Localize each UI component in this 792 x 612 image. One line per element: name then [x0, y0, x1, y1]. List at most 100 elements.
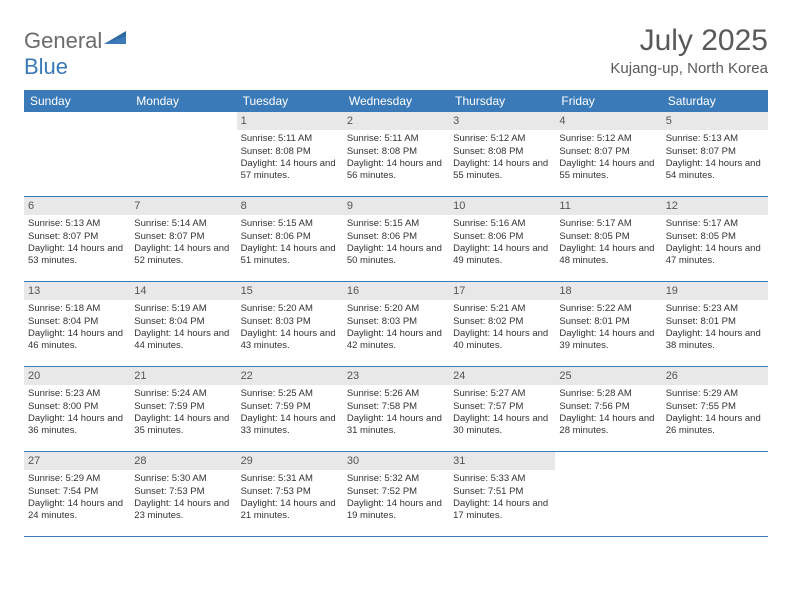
day-number: 10: [449, 197, 555, 215]
sunset-line: Sunset: 8:08 PM: [347, 146, 445, 158]
day-body: Sunrise: 5:21 AMSunset: 8:02 PMDaylight:…: [449, 300, 555, 356]
day-number: 1: [237, 112, 343, 130]
daylight-line: Daylight: 14 hours and 17 minutes.: [453, 498, 551, 523]
sunset-line: Sunset: 7:53 PM: [241, 486, 339, 498]
day-body: Sunrise: 5:11 AMSunset: 8:08 PMDaylight:…: [237, 130, 343, 186]
sunrise-line: Sunrise: 5:17 AM: [559, 218, 657, 230]
sunrise-line: Sunrise: 5:22 AM: [559, 303, 657, 315]
sunset-line: Sunset: 7:51 PM: [453, 486, 551, 498]
day-cell: 8Sunrise: 5:15 AMSunset: 8:06 PMDaylight…: [237, 197, 343, 281]
sunset-line: Sunset: 8:00 PM: [28, 401, 126, 413]
sunrise-line: Sunrise: 5:15 AM: [347, 218, 445, 230]
week-row: 13Sunrise: 5:18 AMSunset: 8:04 PMDayligh…: [24, 282, 768, 367]
sunrise-line: Sunrise: 5:19 AM: [134, 303, 232, 315]
day-number: 24: [449, 367, 555, 385]
sunrise-line: Sunrise: 5:33 AM: [453, 473, 551, 485]
day-number: 29: [237, 452, 343, 470]
day-body: Sunrise: 5:20 AMSunset: 8:03 PMDaylight:…: [237, 300, 343, 356]
sunset-line: Sunset: 8:07 PM: [666, 146, 764, 158]
day-cell: 10Sunrise: 5:16 AMSunset: 8:06 PMDayligh…: [449, 197, 555, 281]
day-number: 23: [343, 367, 449, 385]
day-number: 20: [24, 367, 130, 385]
sunrise-line: Sunrise: 5:15 AM: [241, 218, 339, 230]
sunset-line: Sunset: 8:06 PM: [241, 231, 339, 243]
week-row: 20Sunrise: 5:23 AMSunset: 8:00 PMDayligh…: [24, 367, 768, 452]
sunset-line: Sunset: 8:03 PM: [241, 316, 339, 328]
calendar-grid: SundayMondayTuesdayWednesdayThursdayFrid…: [24, 90, 768, 537]
day-number: 25: [555, 367, 661, 385]
daylight-line: Daylight: 14 hours and 26 minutes.: [666, 413, 764, 438]
day-number: 6: [24, 197, 130, 215]
daylight-line: Daylight: 14 hours and 44 minutes.: [134, 328, 232, 353]
daylight-line: Daylight: 14 hours and 56 minutes.: [347, 158, 445, 183]
daylight-line: Daylight: 14 hours and 42 minutes.: [347, 328, 445, 353]
sunrise-line: Sunrise: 5:25 AM: [241, 388, 339, 400]
location-text: Kujang-up, North Korea: [610, 60, 768, 77]
day-cell: 7Sunrise: 5:14 AMSunset: 8:07 PMDaylight…: [130, 197, 236, 281]
sunset-line: Sunset: 7:56 PM: [559, 401, 657, 413]
empty-cell: [662, 452, 768, 536]
sunrise-line: Sunrise: 5:11 AM: [347, 133, 445, 145]
daylight-line: Daylight: 14 hours and 31 minutes.: [347, 413, 445, 438]
day-body: Sunrise: 5:16 AMSunset: 8:06 PMDaylight:…: [449, 215, 555, 271]
sunset-line: Sunset: 7:59 PM: [134, 401, 232, 413]
day-cell: 23Sunrise: 5:26 AMSunset: 7:58 PMDayligh…: [343, 367, 449, 451]
sunset-line: Sunset: 8:06 PM: [347, 231, 445, 243]
sunset-line: Sunset: 7:54 PM: [28, 486, 126, 498]
day-number: 5: [662, 112, 768, 130]
day-number: 9: [343, 197, 449, 215]
day-cell: 27Sunrise: 5:29 AMSunset: 7:54 PMDayligh…: [24, 452, 130, 536]
brand-logo: GeneralBlue: [24, 28, 126, 80]
sunrise-line: Sunrise: 5:13 AM: [28, 218, 126, 230]
week-row: 6Sunrise: 5:13 AMSunset: 8:07 PMDaylight…: [24, 197, 768, 282]
sunset-line: Sunset: 8:08 PM: [241, 146, 339, 158]
day-cell: 21Sunrise: 5:24 AMSunset: 7:59 PMDayligh…: [130, 367, 236, 451]
sunset-line: Sunset: 8:05 PM: [666, 231, 764, 243]
day-body: Sunrise: 5:13 AMSunset: 8:07 PMDaylight:…: [662, 130, 768, 186]
day-body: Sunrise: 5:29 AMSunset: 7:54 PMDaylight:…: [24, 470, 130, 526]
day-number: 13: [24, 282, 130, 300]
day-body: Sunrise: 5:11 AMSunset: 8:08 PMDaylight:…: [343, 130, 449, 186]
day-cell: 11Sunrise: 5:17 AMSunset: 8:05 PMDayligh…: [555, 197, 661, 281]
day-body: Sunrise: 5:33 AMSunset: 7:51 PMDaylight:…: [449, 470, 555, 526]
day-body: Sunrise: 5:23 AMSunset: 8:00 PMDaylight:…: [24, 385, 130, 441]
sunset-line: Sunset: 8:03 PM: [347, 316, 445, 328]
brand-part2: Blue: [24, 54, 68, 79]
daylight-line: Daylight: 14 hours and 21 minutes.: [241, 498, 339, 523]
day-number: 27: [24, 452, 130, 470]
sunset-line: Sunset: 7:57 PM: [453, 401, 551, 413]
day-cell: 6Sunrise: 5:13 AMSunset: 8:07 PMDaylight…: [24, 197, 130, 281]
day-body: Sunrise: 5:26 AMSunset: 7:58 PMDaylight:…: [343, 385, 449, 441]
brand-text: GeneralBlue: [24, 28, 126, 80]
day-body: Sunrise: 5:18 AMSunset: 8:04 PMDaylight:…: [24, 300, 130, 356]
sunset-line: Sunset: 8:06 PM: [453, 231, 551, 243]
day-number: 17: [449, 282, 555, 300]
day-number: 2: [343, 112, 449, 130]
day-number: 3: [449, 112, 555, 130]
daylight-line: Daylight: 14 hours and 39 minutes.: [559, 328, 657, 353]
sunset-line: Sunset: 8:07 PM: [559, 146, 657, 158]
sunrise-line: Sunrise: 5:30 AM: [134, 473, 232, 485]
day-body: Sunrise: 5:28 AMSunset: 7:56 PMDaylight:…: [555, 385, 661, 441]
day-body: Sunrise: 5:25 AMSunset: 7:59 PMDaylight:…: [237, 385, 343, 441]
daylight-line: Daylight: 14 hours and 47 minutes.: [666, 243, 764, 268]
daylight-line: Daylight: 14 hours and 57 minutes.: [241, 158, 339, 183]
daylight-line: Daylight: 14 hours and 43 minutes.: [241, 328, 339, 353]
brand-part1: General: [24, 28, 102, 53]
day-number: 16: [343, 282, 449, 300]
day-body: Sunrise: 5:15 AMSunset: 8:06 PMDaylight:…: [237, 215, 343, 271]
day-cell: 1Sunrise: 5:11 AMSunset: 8:08 PMDaylight…: [237, 112, 343, 196]
day-body: Sunrise: 5:17 AMSunset: 8:05 PMDaylight:…: [662, 215, 768, 271]
daylight-line: Daylight: 14 hours and 35 minutes.: [134, 413, 232, 438]
daylight-line: Daylight: 14 hours and 19 minutes.: [347, 498, 445, 523]
sunrise-line: Sunrise: 5:21 AM: [453, 303, 551, 315]
sunrise-line: Sunrise: 5:29 AM: [28, 473, 126, 485]
day-cell: 31Sunrise: 5:33 AMSunset: 7:51 PMDayligh…: [449, 452, 555, 536]
sunrise-line: Sunrise: 5:23 AM: [666, 303, 764, 315]
sunset-line: Sunset: 7:58 PM: [347, 401, 445, 413]
sunrise-line: Sunrise: 5:20 AM: [347, 303, 445, 315]
weekday-header: Saturday: [662, 90, 768, 112]
sunrise-line: Sunrise: 5:29 AM: [666, 388, 764, 400]
day-body: Sunrise: 5:13 AMSunset: 8:07 PMDaylight:…: [24, 215, 130, 271]
weekday-header: Tuesday: [237, 90, 343, 112]
